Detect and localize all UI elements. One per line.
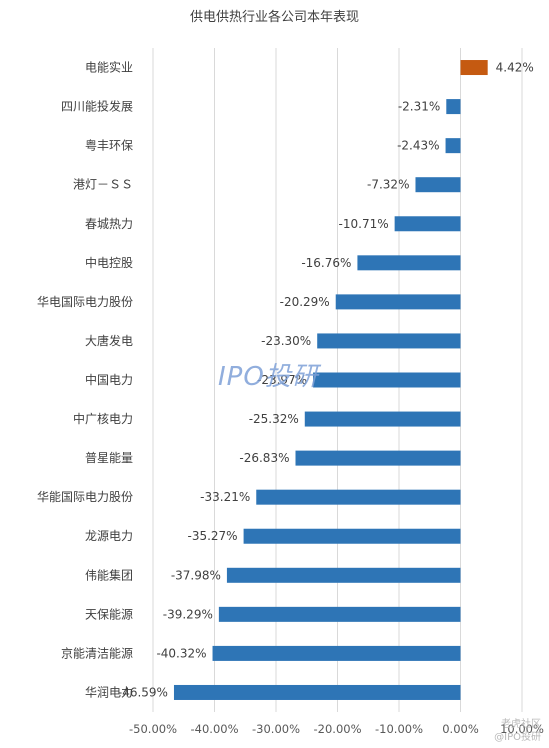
data-label: -10.71% <box>339 217 389 231</box>
category-label: 华能国际电力股份 <box>37 490 133 504</box>
bar <box>212 645 461 661</box>
data-label: -23.30% <box>261 334 311 348</box>
bar <box>446 99 461 115</box>
bar <box>295 450 461 466</box>
category-label: 华电国际电力股份 <box>37 295 133 309</box>
data-label: -46.59% <box>118 685 168 699</box>
bar <box>335 294 461 310</box>
category-label: 粤丰环保 <box>85 138 133 153</box>
x-tick-label: -10.00% <box>375 722 423 736</box>
category-label: 中电控股 <box>85 255 133 270</box>
bar <box>313 372 461 388</box>
category-label: 春城热力 <box>85 217 133 231</box>
category-label: 普星能量 <box>85 451 133 465</box>
data-label: -26.83% <box>239 451 289 465</box>
corner-watermark-line2: @IPO投研 <box>494 732 541 743</box>
bar <box>256 489 461 505</box>
category-label: 伟能集团 <box>85 567 133 582</box>
bar <box>394 216 461 232</box>
bar <box>460 60 488 76</box>
chart-title: 供电供热行业各公司本年表现 <box>189 10 359 25</box>
bar <box>415 177 461 193</box>
bar <box>173 684 461 700</box>
data-label: -23.97% <box>257 373 307 387</box>
bar <box>243 528 461 544</box>
data-label: -2.43% <box>397 139 439 153</box>
bar <box>226 567 461 583</box>
category-label: 四川能投发展 <box>61 99 133 114</box>
x-tick-label: -50.00% <box>129 722 177 736</box>
x-tick-label: 10.00% <box>500 722 544 736</box>
data-label: -40.32% <box>156 646 206 660</box>
x-tick-label: -20.00% <box>314 722 362 736</box>
data-label: 4.42% <box>496 61 534 75</box>
data-label: -35.27% <box>187 529 237 543</box>
category-label: 天保能源 <box>85 607 133 621</box>
data-label: -2.31% <box>398 100 440 114</box>
category-label: 电能实业 <box>85 60 133 75</box>
data-label: -37.98% <box>171 568 221 582</box>
data-label: -25.32% <box>249 412 299 426</box>
data-label: -20.29% <box>280 295 330 309</box>
corner-watermark-line1: 老虎社区 <box>501 719 541 730</box>
category-label: 中广核电力 <box>73 411 133 426</box>
bar <box>357 255 461 271</box>
watermark: IPO投研 <box>218 362 319 392</box>
bar <box>304 411 461 427</box>
x-tick-label: -40.00% <box>191 722 239 736</box>
bar <box>218 606 461 622</box>
category-label: 港灯－ＳＳ <box>73 178 133 192</box>
data-label: -33.21% <box>200 490 250 504</box>
category-label: 京能清洁能源 <box>61 646 133 660</box>
bar <box>317 333 461 349</box>
data-label: -39.29% <box>163 607 213 621</box>
category-label: 龙源电力 <box>85 529 133 543</box>
x-tick-label: -30.00% <box>252 722 300 736</box>
data-label: -16.76% <box>301 256 351 270</box>
data-label: -7.32% <box>367 178 409 192</box>
category-label: 中国电力 <box>85 372 133 387</box>
x-tick-label: 0.00% <box>442 722 479 736</box>
category-label: 华润电力 <box>85 685 133 699</box>
category-label: 大唐发电 <box>85 333 133 348</box>
bar <box>445 138 461 154</box>
corner-watermark: 老虎社区 @IPO投研 <box>494 718 541 744</box>
